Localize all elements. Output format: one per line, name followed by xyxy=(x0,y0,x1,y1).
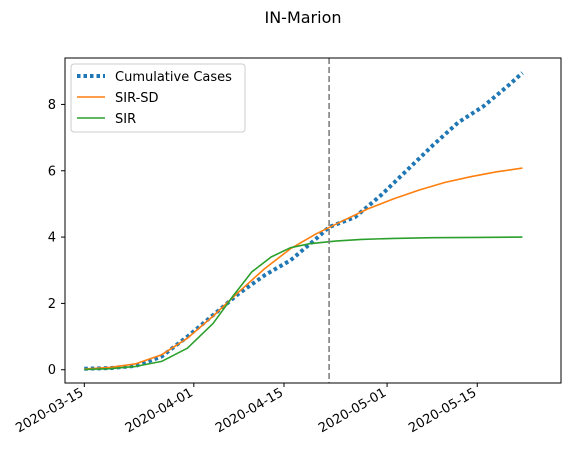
legend: Cumulative Cases SIR-SD SIR xyxy=(70,63,246,133)
legend-label-1: SIR-SD xyxy=(115,91,159,106)
series-line-1 xyxy=(84,167,523,370)
x-tick-label: 2020-04-01 xyxy=(123,385,196,436)
y-axis: 0 2 4 6 8 xyxy=(48,98,65,378)
axes-frame xyxy=(64,57,562,384)
x-tick-label: 2020-05-15 xyxy=(406,385,479,436)
y-tick-label: 0 xyxy=(48,363,56,378)
x-tick-label: 2020-05-01 xyxy=(316,385,389,436)
y-tick-label: 2 xyxy=(48,297,56,312)
series-line-2 xyxy=(84,236,523,371)
legend-label-0: Cumulative Cases xyxy=(115,70,232,85)
legend-label-2: SIR xyxy=(115,112,136,127)
y-tick-label: 6 xyxy=(48,164,56,179)
series-line-0 xyxy=(84,71,524,371)
x-tick-label: 2020-03-15 xyxy=(13,385,86,436)
x-tick-label: 2020-04-15 xyxy=(213,385,286,436)
chart-title: IN-Marion xyxy=(264,8,341,27)
plot-area xyxy=(84,58,524,383)
x-axis: 2020-03-15 2020-04-01 2020-04-15 2020-05-01… xyxy=(13,383,479,436)
y-tick-label: 8 xyxy=(48,98,56,113)
y-tick-label: 4 xyxy=(48,231,56,246)
legend-box xyxy=(70,63,246,133)
